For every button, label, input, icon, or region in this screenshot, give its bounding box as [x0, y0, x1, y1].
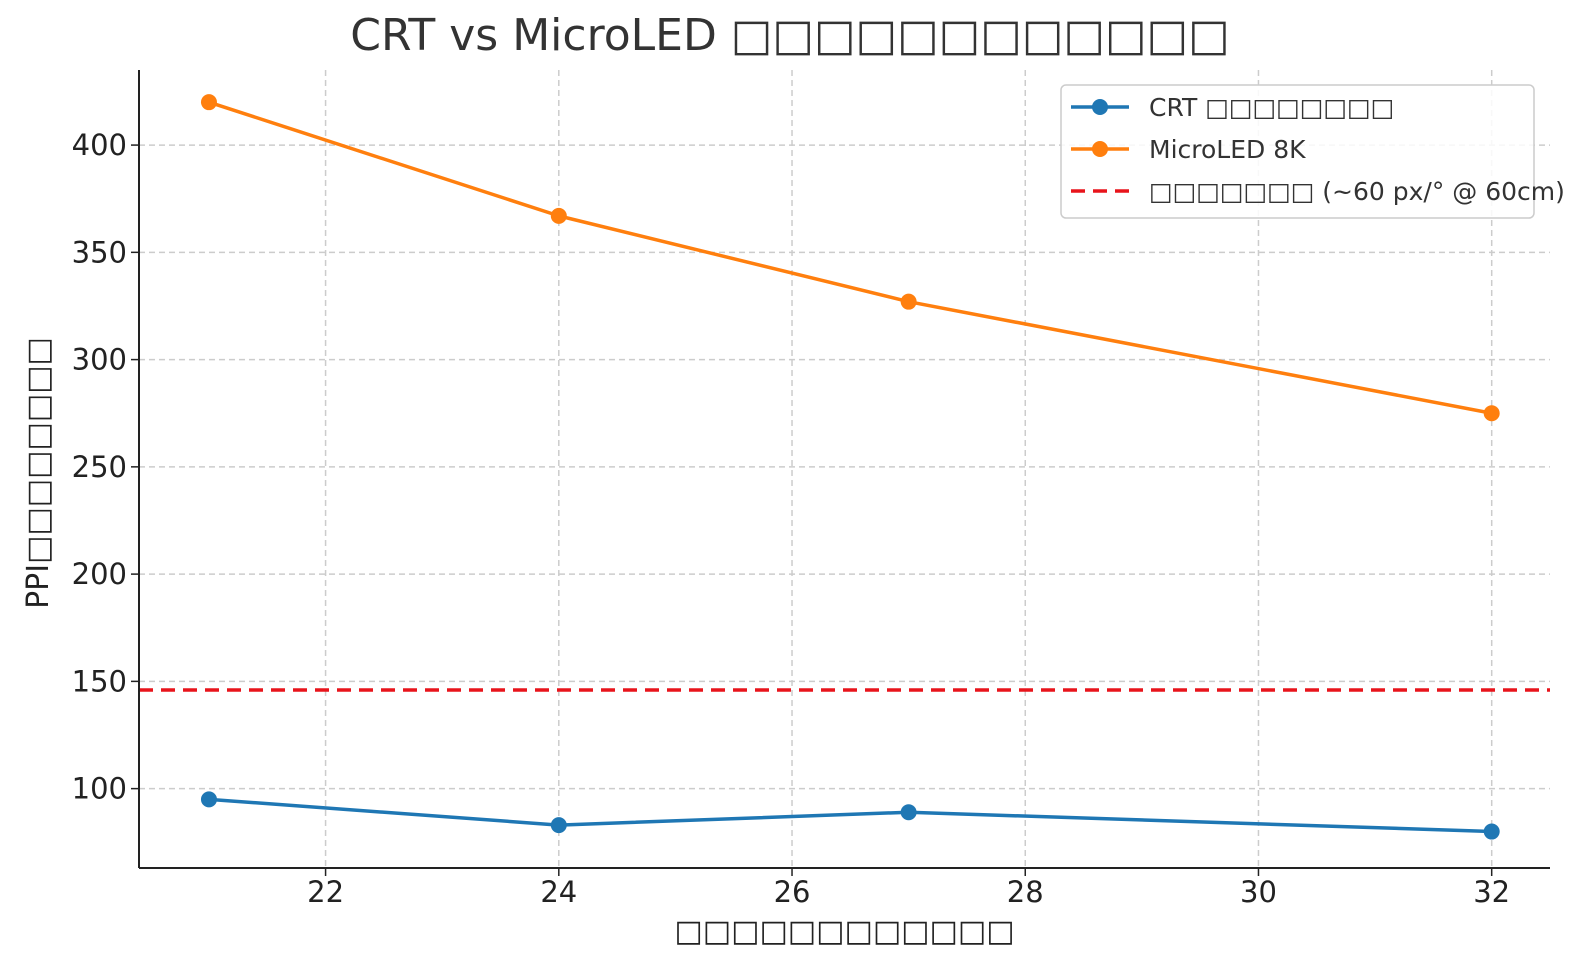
legend-box — [1060, 84, 1535, 219]
legend-marker-1 — [1092, 99, 1108, 115]
y-tick-label: 250 — [72, 450, 127, 484]
chart-title: CRT vs MicroLED □□□□□□□□□□□□ — [350, 10, 1230, 61]
x-axis-label: □□□□□□□□□□□□ — [674, 914, 1015, 949]
y-tick-label: 200 — [72, 557, 127, 591]
x-tick-label: 22 — [307, 875, 344, 909]
legend-label-2: MicroLED 8K — [1149, 135, 1306, 164]
data-point — [900, 293, 917, 310]
legend-label-1: CRT □□□□□□□□ — [1149, 93, 1394, 122]
axes — [131, 70, 1550, 876]
x-tick-label: 26 — [774, 875, 811, 909]
x-tick-label: 30 — [1240, 875, 1277, 909]
legend: CRT □□□□□□□□ MicroLED 8K □□□□□□□ (~60 px/°… — [1060, 84, 1565, 219]
data-point — [550, 817, 567, 834]
data-point — [550, 207, 567, 224]
series-line-1 — [208, 797, 1492, 834]
y-axis-label: PPI□□□□□□□□ — [21, 337, 56, 609]
legend-marker-2 — [1092, 141, 1108, 157]
data-point — [200, 791, 217, 808]
x-tick-label: 28 — [1007, 875, 1044, 909]
y-tick-label: 350 — [72, 235, 127, 269]
data-point — [200, 94, 217, 111]
y-tick-label: 400 — [72, 128, 127, 162]
data-point — [1483, 823, 1500, 840]
series-line-2 — [208, 100, 1493, 415]
y-tick-label: 150 — [72, 664, 127, 698]
tick-labels: 22 24 26 28 30 32 100 150 200 250 300 350 400 — [72, 128, 1511, 909]
data-point — [900, 804, 917, 821]
legend-label-3: □□□□□□□ (~60 px/° @ 60cm) — [1149, 177, 1565, 206]
data-point — [1483, 405, 1500, 422]
series-layer — [200, 94, 1500, 840]
y-tick-label: 100 — [72, 772, 127, 806]
x-tick-label: 32 — [1473, 875, 1510, 909]
x-tick-label: 24 — [540, 875, 577, 909]
y-tick-label: 300 — [72, 343, 127, 377]
